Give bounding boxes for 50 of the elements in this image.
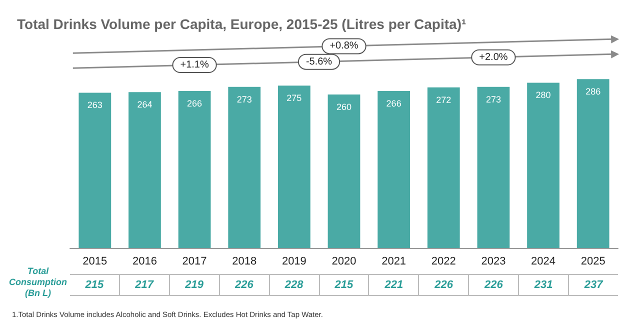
data-label: 263 xyxy=(87,100,102,110)
data-label: 264 xyxy=(137,100,152,110)
bar xyxy=(78,92,112,248)
data-label: 275 xyxy=(286,93,302,104)
bar xyxy=(527,82,560,248)
bar xyxy=(278,86,310,248)
text: Total Consumption (Bn L) xyxy=(8,266,68,299)
text: +2.0% xyxy=(479,52,508,63)
data-label: 280 xyxy=(536,90,551,100)
bar xyxy=(328,94,360,248)
x-tick-label: 2015 xyxy=(82,256,108,268)
data-label: 231 xyxy=(518,275,568,295)
data-label: 217 xyxy=(118,275,169,295)
x-tick-label: 2025 xyxy=(580,256,606,268)
data-label: 260 xyxy=(336,102,352,112)
x-tick-label: 2019 xyxy=(282,256,306,268)
data-label: 273 xyxy=(236,94,252,104)
bar xyxy=(576,79,610,248)
x-tick-label: 2016 xyxy=(132,256,157,268)
text: +0.8% xyxy=(330,40,358,52)
data-label: 273 xyxy=(486,94,501,104)
data-label: 228 xyxy=(268,275,319,295)
bar xyxy=(378,90,410,248)
data-label: 266 xyxy=(386,98,402,108)
data-label: 215 xyxy=(84,278,105,293)
chart-title: Total Drinks Volume per Capita, Europe, 2015-25 (Litres per Capita)¹ xyxy=(17,16,466,32)
data-label: 237 xyxy=(568,275,618,295)
text: +1.1% xyxy=(180,60,209,71)
x-tick-label: 2021 xyxy=(382,256,406,268)
data-label: 266 xyxy=(187,98,202,108)
data-label: 221 xyxy=(368,275,418,295)
text: -5.6% xyxy=(306,56,332,68)
bar xyxy=(477,86,510,248)
data-label: 215 xyxy=(318,275,368,295)
data-label: 286 xyxy=(586,86,601,97)
x-tick-label: 2024 xyxy=(531,256,556,268)
data-label: 226 xyxy=(218,275,269,295)
x-tick-label: 2020 xyxy=(332,256,356,268)
data-label: 272 xyxy=(436,94,452,105)
bar xyxy=(228,86,261,248)
bar xyxy=(128,92,161,248)
bar xyxy=(427,87,460,248)
data-label: 226 xyxy=(418,275,468,295)
x-tick-label: 2017 xyxy=(182,256,207,268)
bar xyxy=(178,90,211,248)
data-label: 226 xyxy=(468,275,518,295)
x-tick-label: 2023 xyxy=(481,256,506,268)
x-tick-label: 2018 xyxy=(232,256,257,268)
data-label: 219 xyxy=(168,275,219,295)
x-tick-label: 2022 xyxy=(431,256,456,268)
